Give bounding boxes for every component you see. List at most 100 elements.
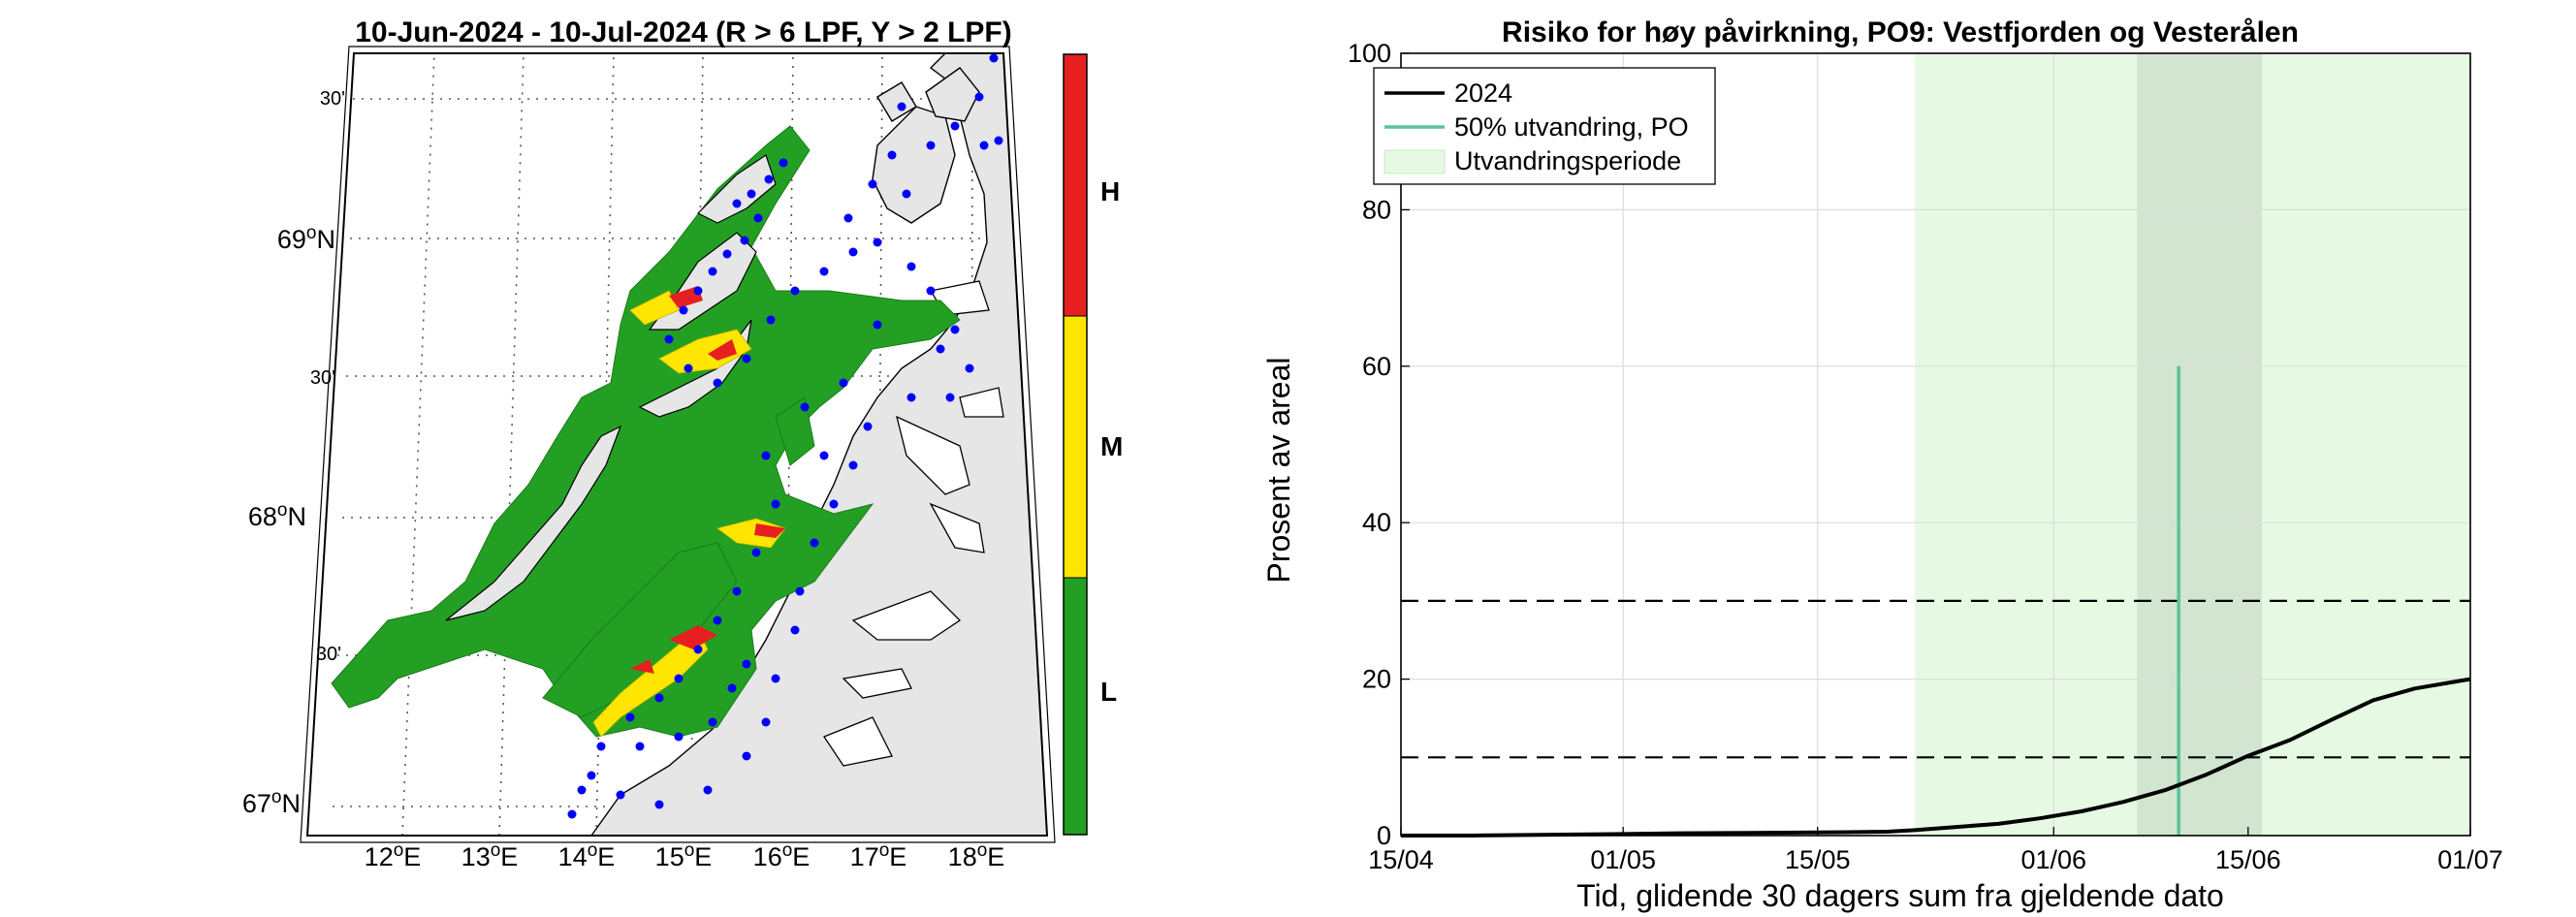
y-tick-label-4: 80	[1362, 195, 1391, 224]
lon-tick-15: 15oE	[655, 840, 713, 871]
threshold-lines	[1401, 599, 2470, 759]
site-dot-24	[873, 320, 882, 330]
site-dot-34	[654, 693, 664, 703]
lon-tick-12: 12oE	[365, 840, 422, 871]
site-dot-4	[753, 213, 763, 223]
site-dot-30	[732, 586, 742, 596]
shaded-period-1	[2137, 53, 2263, 836]
aquaculture-sites	[567, 53, 1003, 819]
site-dot-48	[950, 121, 960, 131]
lat-minute-tick-3: 30'	[320, 88, 345, 110]
map-title: 10-Jun-2024 - 10-Jul-2024 (R > 6 LPF, Y …	[355, 16, 1012, 48]
series-line-2024	[1401, 677, 2471, 838]
y-tick-label-0: 0	[1377, 821, 1391, 850]
site-dot-52	[887, 150, 897, 160]
lat-tick-68: 68oN	[248, 500, 306, 531]
y-tick-label-3: 60	[1362, 352, 1391, 381]
lon-tick-13: 13oE	[461, 840, 519, 871]
colorbar-low	[1064, 578, 1087, 835]
site-dot-12	[713, 378, 722, 388]
site-dot-28	[771, 499, 780, 509]
colorbar-label-h: H	[1100, 176, 1120, 206]
x-tick-label-3: 01/06	[2020, 845, 2086, 874]
site-dot-59	[674, 732, 684, 742]
y-tick-label-1: 20	[1362, 665, 1391, 694]
site-dot-53	[897, 102, 906, 111]
site-dot-65	[829, 499, 839, 509]
map-frame	[305, 52, 1049, 837]
site-dot-22	[965, 364, 974, 373]
legend-label-2024: 2024	[1454, 79, 1512, 108]
site-dot-26	[800, 402, 810, 412]
x-tick-label-2: 15/05	[1785, 845, 1851, 874]
site-dot-51	[994, 136, 1003, 145]
lat-minute-tick-1: 30'	[316, 644, 341, 665]
lon-tick-14: 14oE	[558, 840, 616, 871]
site-dot-47	[926, 141, 936, 150]
legend-label-period: Utvandringsperiode	[1454, 146, 1681, 175]
site-dot-54	[843, 213, 853, 223]
legend-label-marker: 50% utvandring, PO	[1454, 112, 1689, 142]
y-tick-labels: 0 20 40 60 80 100	[1348, 39, 1410, 850]
lat-tick-labels: 67oN 68oN 69oN 30' 30' 30'	[242, 88, 345, 818]
lon-tick-17: 17oE	[850, 840, 907, 871]
chart-panel: Risiko for høy påvirkning, PO9: Vestfjor…	[1261, 16, 2503, 913]
site-dot-38	[616, 790, 625, 800]
site-dot-39	[654, 800, 664, 809]
site-dot-20	[926, 286, 936, 296]
y-axis-label: Prosent av areal	[1261, 357, 1296, 583]
site-dot-6	[722, 249, 732, 259]
lon-tick-labels: 12oE 13oE 14oE 15oE 16oE 17oE 18oE	[365, 840, 1005, 871]
site-dot-62	[742, 659, 751, 669]
site-dot-16	[819, 267, 829, 276]
site-dot-44	[790, 625, 800, 635]
colorbar-high	[1064, 54, 1087, 316]
site-dot-21	[950, 325, 960, 334]
lat-tick-69: 69oN	[277, 223, 335, 254]
series-lines	[1401, 677, 2471, 838]
site-dot-5	[740, 236, 749, 245]
site-dot-33	[674, 674, 684, 683]
site-dot-40	[703, 785, 713, 795]
chart-title: Risiko for høy påvirkning, PO9: Vestfjor…	[1502, 16, 2299, 48]
risk-zone-high	[630, 286, 785, 674]
x-tick-label-5: 01/07	[2437, 845, 2503, 874]
site-dot-61	[727, 683, 737, 693]
site-dot-10	[664, 334, 674, 344]
site-dot-69	[936, 344, 945, 354]
site-dot-68	[906, 393, 916, 402]
site-dot-11	[684, 364, 693, 373]
lat-tick-67: 67oN	[242, 787, 301, 818]
site-dot-7	[708, 267, 717, 276]
risk-zone-moderate	[592, 290, 786, 738]
site-dot-13	[742, 354, 751, 364]
site-dot-18	[873, 237, 882, 247]
colorbar-label-l: L	[1100, 677, 1117, 707]
site-dot-58	[635, 742, 645, 751]
site-dot-49	[974, 92, 984, 102]
shaded-periods	[1915, 53, 2470, 836]
plot-area-frame	[1400, 52, 2471, 837]
site-dot-70	[989, 53, 999, 63]
site-dot-55	[868, 179, 877, 189]
x-tick-label-1: 01/05	[1590, 845, 1656, 874]
site-dot-0	[779, 158, 788, 168]
site-dot-27	[819, 451, 829, 460]
lon-tick-16: 16oE	[753, 840, 811, 871]
map-panel: 10-Jun-2024 - 10-Jul-2024 (R > 6 LPF, Y …	[242, 16, 1123, 871]
site-dot-66	[848, 460, 858, 470]
site-dot-63	[795, 586, 805, 596]
site-dot-32	[693, 645, 703, 654]
lon-tick-18: 18oE	[948, 840, 1005, 871]
map-outer-frame	[300, 46, 1056, 843]
site-dot-60	[708, 717, 717, 727]
x-tick-labels: 15/04 01/05 15/05 01/06 15/06 01/07	[1368, 827, 2503, 874]
site-dot-64	[810, 538, 819, 548]
site-dot-46	[902, 189, 911, 199]
site-dot-43	[771, 674, 780, 683]
site-dot-1	[764, 174, 774, 184]
site-dot-23	[945, 393, 955, 402]
legend-swatch-period	[1383, 149, 1446, 174]
site-dot-9	[679, 305, 688, 315]
